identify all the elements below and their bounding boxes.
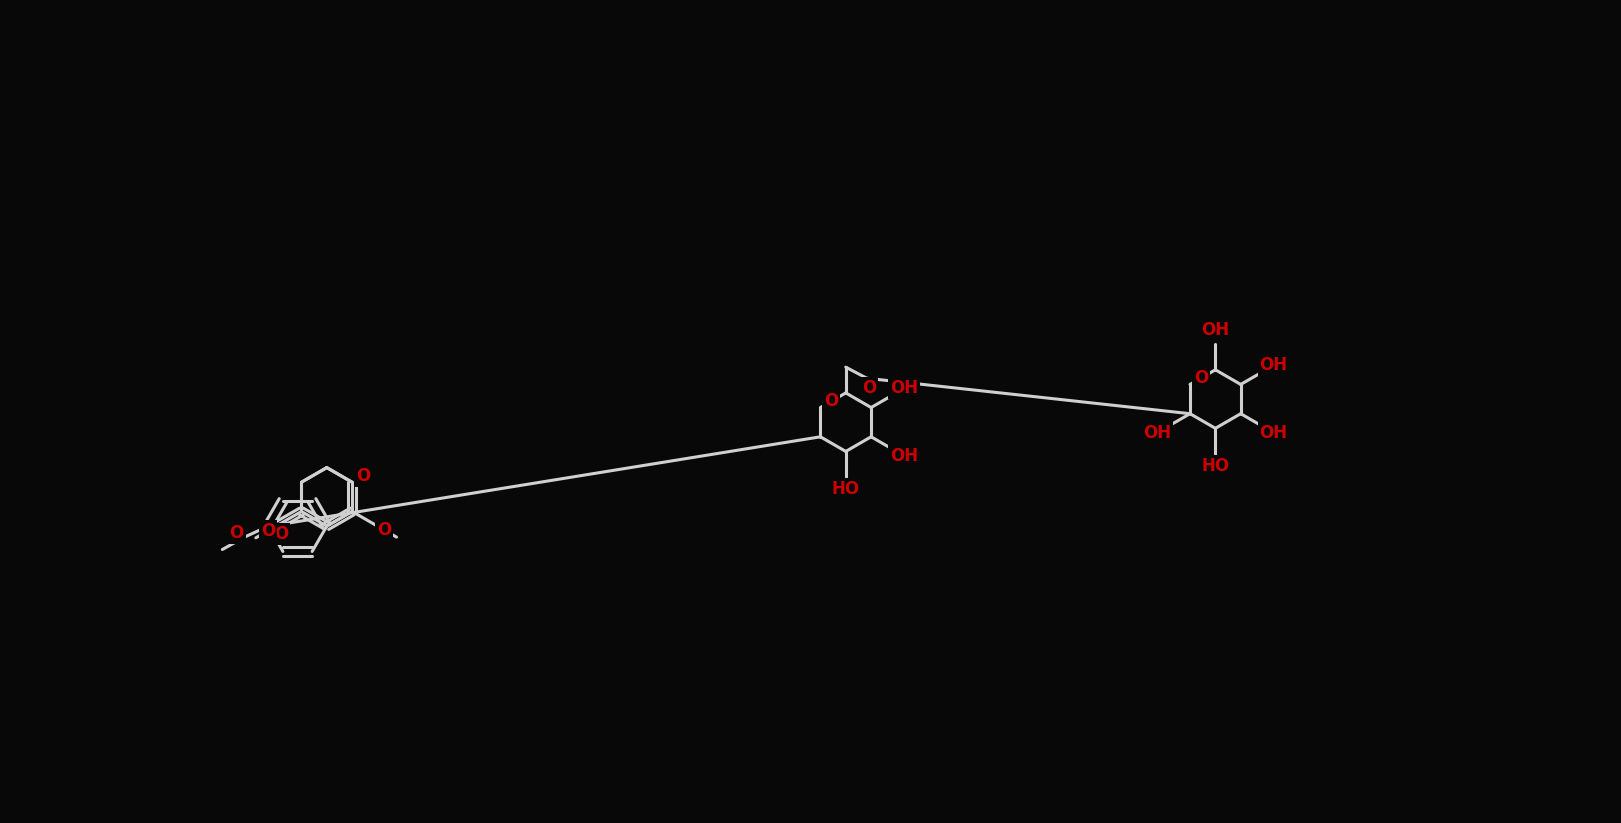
Text: O: O: [823, 393, 838, 411]
Text: OH: OH: [1143, 424, 1170, 442]
Text: O: O: [355, 467, 370, 485]
Text: OH: OH: [890, 447, 917, 465]
Text: O: O: [1193, 370, 1208, 388]
Text: HO: HO: [832, 481, 859, 499]
Text: O: O: [261, 522, 276, 540]
Text: O: O: [274, 525, 289, 543]
Text: O: O: [230, 524, 243, 542]
Text: OH: OH: [1201, 321, 1229, 339]
Text: O: O: [862, 379, 877, 397]
Text: OH: OH: [1260, 356, 1287, 374]
Text: O: O: [378, 521, 391, 539]
Text: HO: HO: [1201, 458, 1229, 476]
Text: OH: OH: [890, 379, 917, 398]
Text: OH: OH: [1260, 424, 1287, 442]
